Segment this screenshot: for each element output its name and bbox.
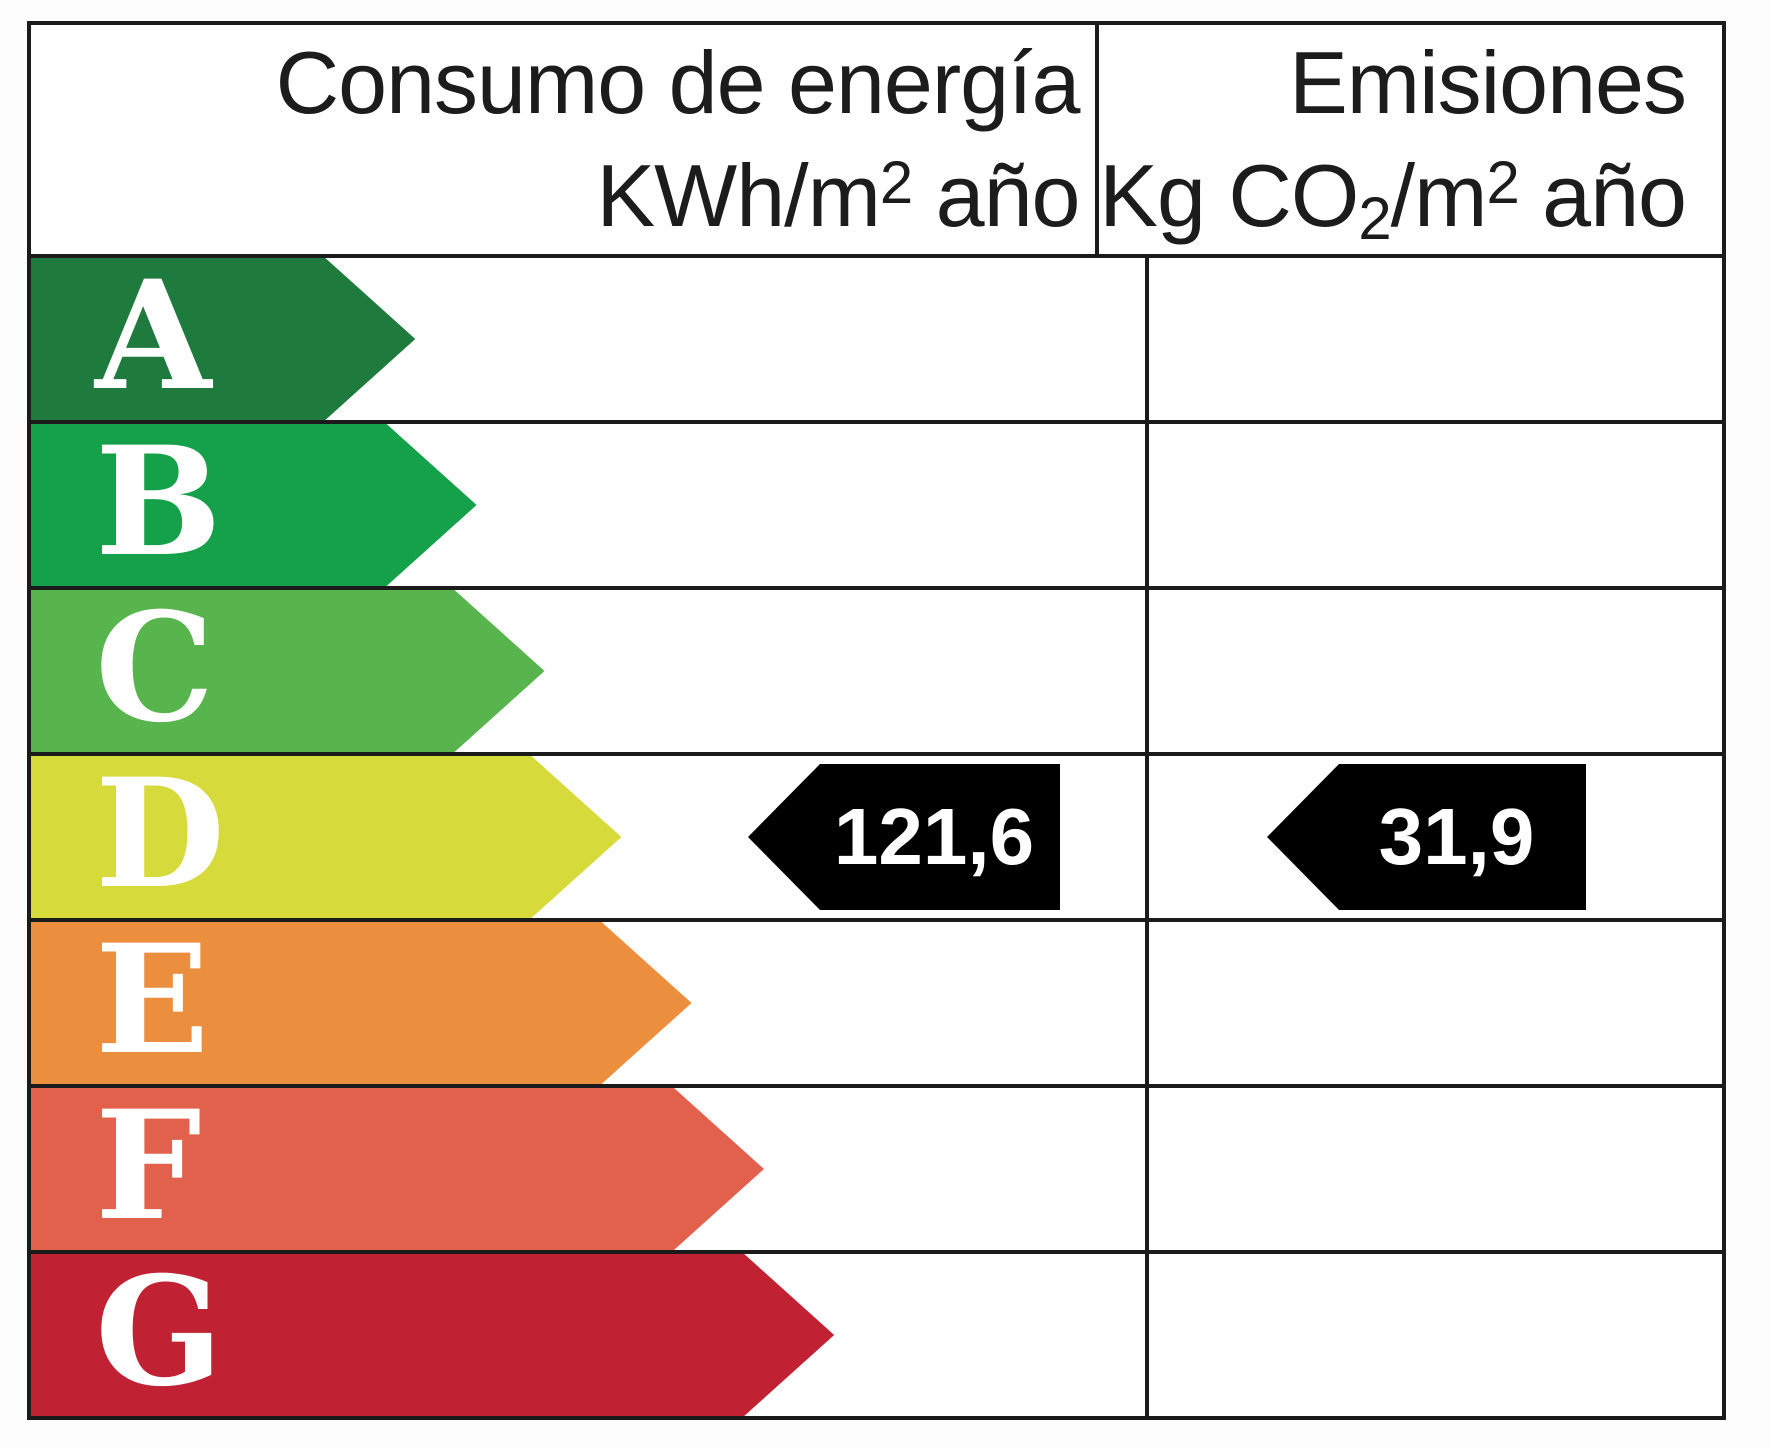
rating-letter-a: A <box>95 248 212 424</box>
rating-letter-c: C <box>95 580 215 756</box>
rating-bar-f: F <box>31 1088 764 1250</box>
rating-bar-b: B <box>31 424 477 586</box>
column-divider <box>1145 756 1149 918</box>
rating-letter-e: E <box>95 912 210 1088</box>
emisiones-value: 31,9 <box>1378 792 1535 881</box>
rating-row-c: C <box>31 586 1722 752</box>
header-row: Consumo de energía KWh/m2 año Emisiones … <box>31 25 1722 254</box>
column-divider <box>1145 424 1149 586</box>
header-consumo-line1: Consumo de energía <box>275 32 1081 132</box>
header-emisiones-line1: Emisiones <box>1289 32 1687 132</box>
header-emisiones: Emisiones Kg CO2/m2 año <box>1099 25 1722 254</box>
rating-row-b: B <box>31 420 1722 586</box>
consumo-value-arrow: 121,6 <box>748 764 1060 910</box>
rating-letter-g: G <box>95 1244 224 1420</box>
header-consumo: Consumo de energía KWh/m2 año <box>31 25 1095 254</box>
rating-row-a: A <box>31 254 1722 420</box>
rating-letter-d: D <box>95 746 226 922</box>
rating-row-f: F <box>31 1084 1722 1250</box>
rating-bar-a: A <box>31 258 415 420</box>
rating-bar-c: C <box>31 590 545 752</box>
column-divider <box>1145 1088 1149 1250</box>
certificate-table: Consumo de energía KWh/m2 año Emisiones … <box>27 21 1726 1420</box>
rating-letter-f: F <box>95 1078 202 1254</box>
rating-row-e: E <box>31 918 1722 1084</box>
column-divider <box>1145 258 1149 420</box>
emisiones-value-arrow: 31,9 <box>1267 764 1586 910</box>
header-emisiones-line2: Kg CO2/m2 año <box>1099 145 1687 252</box>
rating-bar-g: G <box>31 1254 834 1416</box>
rating-bar-d: D <box>31 756 621 918</box>
column-divider <box>1145 1254 1149 1416</box>
column-divider <box>1095 25 1100 254</box>
header-consumo-line2: KWh/m2 año <box>596 145 1080 245</box>
subscript-2: 2 <box>1358 184 1391 252</box>
consumo-value: 121,6 <box>833 792 1035 881</box>
rating-bar-e: E <box>31 922 692 1084</box>
rating-row-d: D 121,6 31,9 <box>31 752 1722 918</box>
rating-letter-b: B <box>95 414 222 590</box>
superscript-2: 2 <box>879 148 913 216</box>
column-divider <box>1145 590 1149 752</box>
superscript-2: 2 <box>1486 148 1519 216</box>
rating-row-g: G <box>31 1250 1722 1416</box>
column-divider <box>1145 922 1149 1084</box>
